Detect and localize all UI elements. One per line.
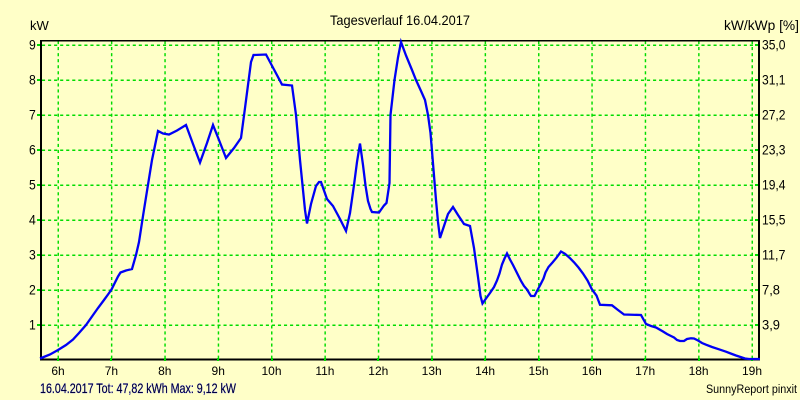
svg-text:kW/kWp [%]: kW/kWp [%] [724, 18, 799, 33]
svg-text:3,9: 3,9 [762, 317, 780, 333]
svg-text:8h: 8h [158, 364, 171, 378]
svg-text:3: 3 [29, 247, 36, 263]
svg-text:23,3: 23,3 [762, 142, 786, 158]
svg-text:35,0: 35,0 [762, 37, 786, 53]
svg-text:19h: 19h [742, 364, 762, 378]
svg-text:27,2: 27,2 [762, 107, 786, 123]
svg-text:Tagesverlauf 16.04.2017: Tagesverlauf 16.04.2017 [330, 12, 470, 28]
svg-text:16.04.2017 Tot: 47,82 kWh Max:: 16.04.2017 Tot: 47,82 kWh Max: 9,12 kW [40, 380, 237, 396]
svg-text:31,1: 31,1 [762, 72, 786, 88]
svg-text:1: 1 [29, 317, 36, 333]
svg-text:13h: 13h [422, 364, 442, 378]
svg-text:SunnyReport pinxit: SunnyReport pinxit [706, 384, 798, 396]
svg-text:9: 9 [29, 37, 36, 53]
svg-text:18h: 18h [689, 364, 709, 378]
svg-text:7: 7 [29, 107, 36, 123]
svg-text:16h: 16h [582, 364, 602, 378]
svg-text:2: 2 [29, 282, 36, 298]
svg-text:12h: 12h [368, 364, 388, 378]
svg-text:7h: 7h [105, 364, 118, 378]
svg-text:11,7: 11,7 [762, 247, 786, 263]
svg-text:5: 5 [29, 177, 36, 193]
svg-text:10h: 10h [261, 364, 281, 378]
svg-text:11h: 11h [315, 364, 334, 378]
svg-text:6h: 6h [51, 364, 64, 378]
svg-text:9h: 9h [212, 364, 225, 378]
svg-text:17h: 17h [635, 364, 655, 378]
svg-text:14h: 14h [475, 364, 495, 378]
svg-text:19,4: 19,4 [762, 177, 786, 193]
svg-text:8: 8 [29, 72, 36, 88]
svg-text:kW: kW [30, 18, 50, 33]
svg-text:15,5: 15,5 [762, 212, 786, 228]
svg-text:6: 6 [29, 142, 36, 158]
svg-text:4: 4 [29, 212, 36, 228]
svg-text:7,8: 7,8 [762, 282, 780, 298]
svg-text:15h: 15h [528, 364, 548, 378]
